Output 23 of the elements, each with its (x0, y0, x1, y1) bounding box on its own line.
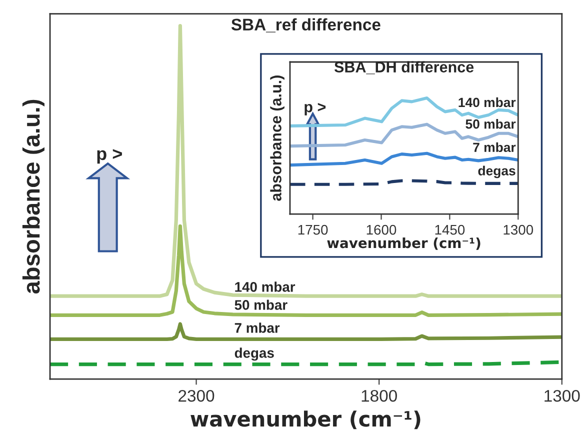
x-tick-label: 1300 (504, 224, 534, 235)
x-tick-label: 1750 (298, 224, 328, 235)
x-axis-title: wavenumber (cm⁻¹) (327, 237, 480, 250)
series-label: 50 mbar (234, 300, 288, 310)
x-tick-label: 1600 (366, 224, 396, 235)
chart-title: SBA_DH difference (334, 61, 474, 74)
series-label: 140 mbar (458, 97, 516, 108)
y-axis-title: absorbance (a.u.) (22, 100, 44, 294)
series-label: degas (478, 166, 516, 178)
annotation: p > (97, 149, 122, 164)
annotation: p > (304, 103, 326, 116)
x-tick-label: 2300 (178, 390, 214, 402)
series-label: 7 mbar (473, 142, 516, 152)
x-axis-title: wavenumber (cm⁻¹) (190, 410, 420, 430)
chart-title: SBA_ref difference (231, 18, 380, 32)
y-axis-title: absorbance (a.u.) (270, 76, 284, 201)
series-label: degas (234, 348, 274, 361)
series-label: 7 mbar (234, 322, 280, 333)
x-tick-label: 1300 (544, 390, 580, 402)
x-tick-label: 1450 (435, 224, 465, 235)
series-label: 140 mbar (235, 282, 296, 292)
series-label: 50 mbar (466, 119, 516, 129)
x-tick-label: 1800 (362, 390, 397, 402)
